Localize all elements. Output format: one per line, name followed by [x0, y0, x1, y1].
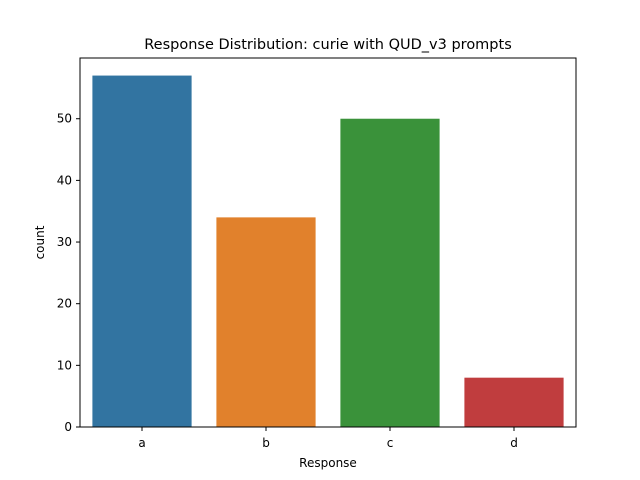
plot-frame [79, 57, 577, 428]
y-tick-label-20: 20 [57, 297, 72, 311]
y-tick-label-30: 30 [57, 235, 72, 249]
y-tick-label-50: 50 [57, 112, 72, 126]
bars-group [92, 75, 564, 428]
y-tick-label-0: 0 [64, 420, 72, 434]
chart-title: Response Distribution: curie with QUD_v3… [144, 37, 512, 53]
y-tick-label-10: 10 [57, 358, 72, 372]
y-tick-label-40: 40 [57, 173, 72, 187]
y-axis-ticks: 0 10 20 30 40 50 [57, 112, 80, 434]
bar-a [92, 75, 192, 428]
x-axis-label: Response [299, 456, 357, 470]
x-tick-label-a: a [138, 436, 145, 450]
x-axis-ticks: a b c d [138, 427, 518, 450]
bar-b [216, 217, 316, 427]
bar-d [464, 377, 564, 427]
x-tick-label-b: b [262, 436, 270, 450]
bar-c [340, 118, 440, 428]
x-tick-label-c: c [387, 436, 394, 450]
y-axis-label: count [33, 225, 47, 259]
x-tick-label-d: d [510, 436, 518, 450]
